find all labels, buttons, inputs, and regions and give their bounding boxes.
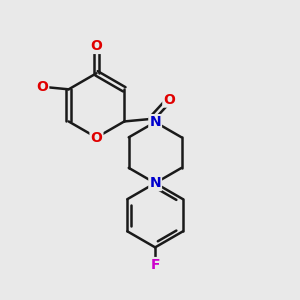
Text: O: O: [91, 130, 102, 145]
Text: O: O: [163, 93, 175, 106]
Text: O: O: [36, 80, 48, 94]
Text: F: F: [150, 258, 160, 272]
Text: N: N: [149, 176, 161, 190]
Text: N: N: [149, 115, 161, 129]
Text: O: O: [91, 39, 102, 53]
